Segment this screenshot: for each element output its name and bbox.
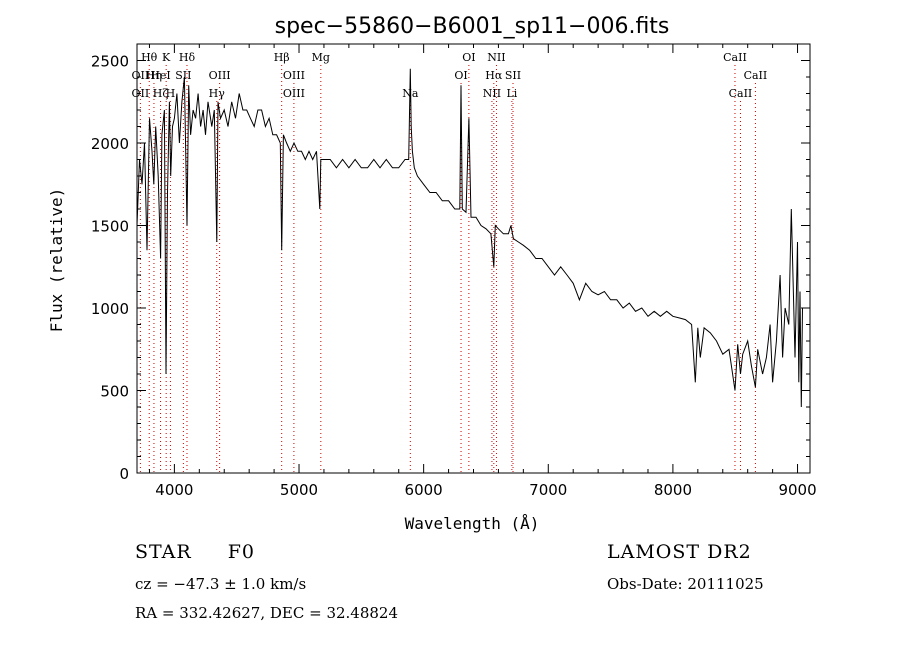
line-marker-label: Hβ	[274, 51, 290, 64]
y-tick-label: 1500	[91, 218, 129, 236]
line-marker-label: OIII	[283, 69, 305, 82]
line-marker-label: OI	[454, 69, 467, 82]
line-marker-label: K	[162, 51, 171, 64]
x-tick-label: 5000	[280, 481, 318, 499]
y-axis-ticks: 0 500 1000 1500 2000 2500	[91, 43, 810, 483]
line-marker-label: HeI	[150, 69, 170, 82]
line-marker-label: CaII	[723, 51, 747, 64]
obs-date-text: Obs-Date: 20111025	[607, 575, 764, 593]
redshift-text: cz = −47.3 ± 1.0 km/s	[135, 575, 307, 593]
line-marker-label: NII	[487, 51, 505, 64]
line-marker-label: OIII	[283, 87, 305, 100]
line-marker-label: OI	[462, 51, 475, 64]
line-marker-label: OII	[132, 69, 150, 82]
subclass-label: F0	[227, 541, 255, 563]
line-marker-label: Hγ	[209, 87, 226, 100]
x-tick-label: 4000	[155, 481, 193, 499]
line-marker-label: NII	[483, 87, 501, 100]
line-marker-labels: HθOIIOIIHηHζHeIKSIIHHδOIIIHγHβOIIIOIIIMg…	[132, 51, 768, 100]
y-tick-label: 500	[100, 383, 129, 401]
x-tick-label: 6000	[405, 481, 443, 499]
y-tick-label: 0	[119, 465, 129, 483]
line-marker-label: Hζ	[153, 87, 169, 100]
x-axis-label: Wavelength (Å)	[405, 514, 540, 533]
line-marker-label: Hα	[485, 69, 503, 82]
x-axis-ticks: 4000 5000 6000 7000 8000 9000	[148, 44, 817, 499]
line-marker-label: CaII	[744, 69, 768, 82]
line-marker-label: Mg	[312, 51, 330, 64]
object-class: STAR F0	[135, 541, 255, 563]
line-marker-label: Hθ	[141, 51, 158, 64]
line-marker-label: SII	[175, 69, 191, 82]
y-tick-label: 2000	[91, 135, 129, 153]
class-label: STAR	[135, 541, 192, 563]
coordinates-text: RA = 332.42627, DEC = 32.48824	[135, 604, 399, 622]
line-marker-label: SII	[505, 69, 521, 82]
line-marker-label: CaII	[729, 87, 753, 100]
chart-title: spec−55860−B6001_sp11−006.fits	[275, 14, 670, 39]
survey-label: LAMOST DR2	[607, 541, 752, 563]
plot-frame	[136, 43, 811, 474]
line-marker-label: Hη	[146, 69, 162, 82]
line-marker-label: Hδ	[179, 51, 196, 64]
x-tick-label: 7000	[529, 481, 567, 499]
line-marker-label: Li	[506, 87, 517, 100]
line-marker-label: OIII	[209, 69, 231, 82]
x-tick-label: 8000	[654, 481, 692, 499]
x-tick-label: 9000	[778, 481, 816, 499]
y-tick-label: 1000	[91, 300, 129, 318]
spectrum-line	[136, 68, 803, 408]
y-tick-label: 2500	[91, 53, 129, 71]
line-markers	[139, 65, 756, 473]
line-marker-label: H	[166, 87, 176, 100]
y-axis-label: Flux (relative)	[47, 188, 66, 333]
